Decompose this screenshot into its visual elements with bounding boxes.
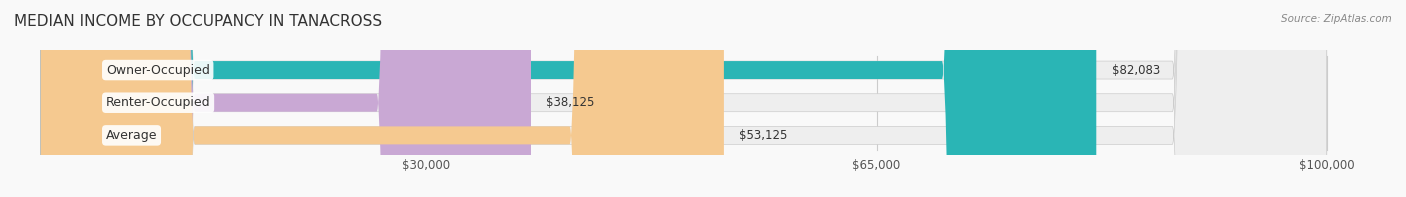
FancyBboxPatch shape [41, 0, 1097, 197]
FancyBboxPatch shape [41, 0, 724, 197]
FancyBboxPatch shape [41, 0, 1327, 197]
Text: Owner-Occupied: Owner-Occupied [105, 64, 209, 77]
FancyBboxPatch shape [41, 0, 1327, 197]
Text: $53,125: $53,125 [740, 129, 787, 142]
Text: Average: Average [105, 129, 157, 142]
Text: Source: ZipAtlas.com: Source: ZipAtlas.com [1281, 14, 1392, 24]
Text: $38,125: $38,125 [547, 96, 595, 109]
FancyBboxPatch shape [41, 0, 531, 197]
Text: $82,083: $82,083 [1112, 64, 1160, 77]
Text: MEDIAN INCOME BY OCCUPANCY IN TANACROSS: MEDIAN INCOME BY OCCUPANCY IN TANACROSS [14, 14, 382, 29]
Text: Renter-Occupied: Renter-Occupied [105, 96, 211, 109]
FancyBboxPatch shape [41, 0, 1327, 197]
